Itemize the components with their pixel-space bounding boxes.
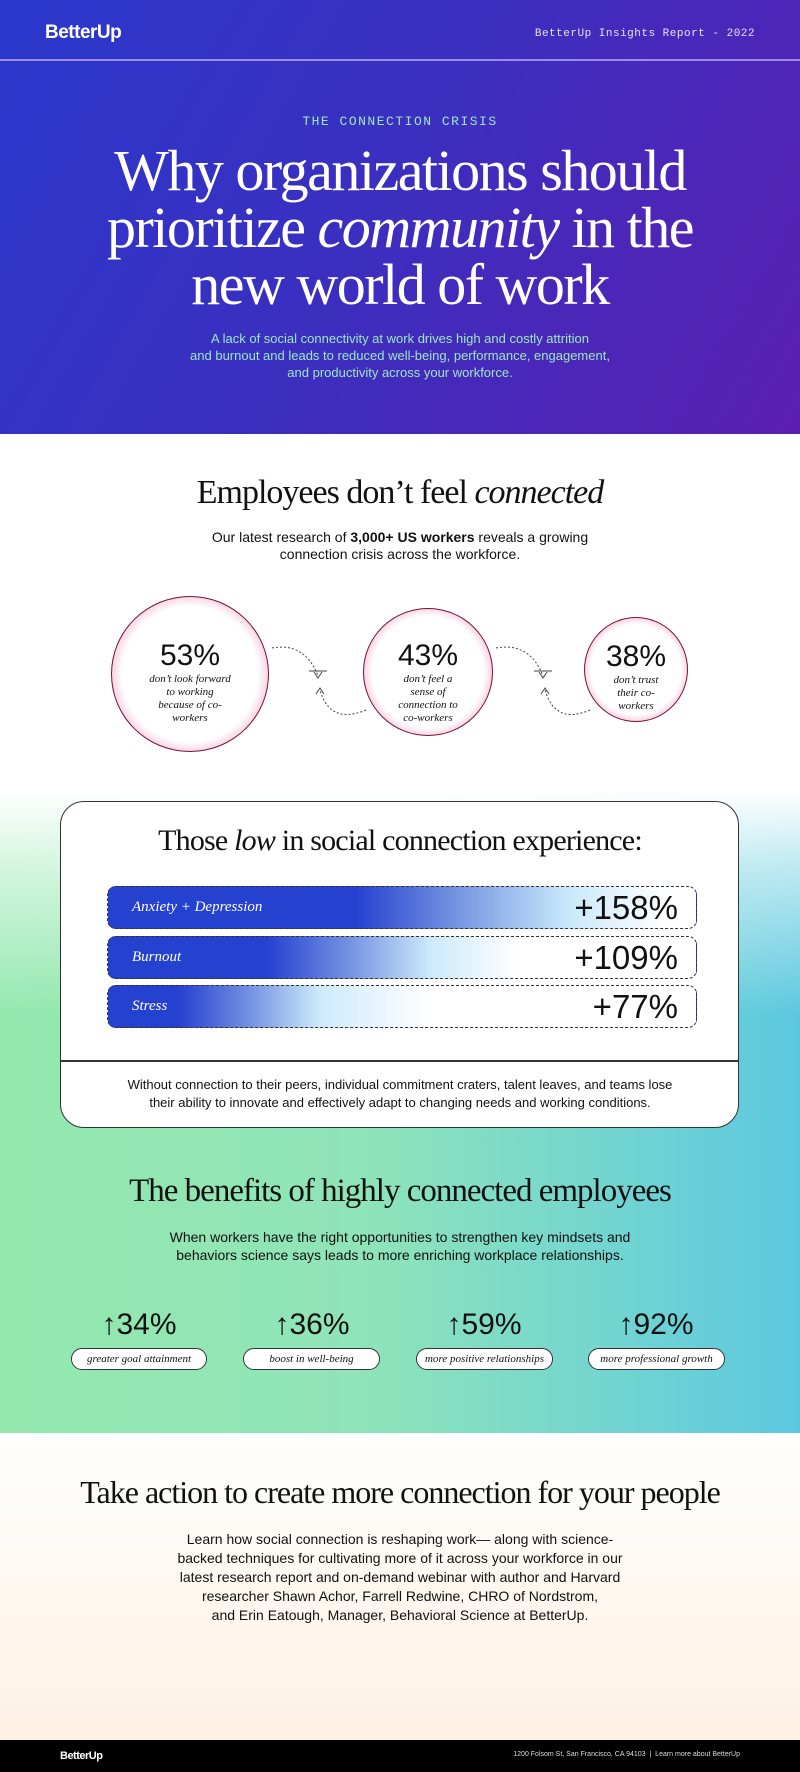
hero-subtitle: A lack of social connectivity at work dr… [0,330,800,381]
betterup-logo[interactable]: BetterUp [45,22,122,43]
arrow-curve [544,689,591,715]
title-line: prioritize [106,195,318,260]
intro-text: reveals a growing [474,529,589,545]
bar-value: +109% [574,939,678,976]
hero-eyebrow: THE CONNECTION CRISIS [302,114,498,129]
bar-anxiety-depression: Anxiety + Depression +158% [107,886,697,929]
hero-title: Why organizations should prioritize comm… [0,142,800,314]
benefits-title: The benefits of highly connected employe… [129,1173,672,1209]
benefit-value: ↑92% [618,1308,694,1341]
intro-text: Our latest research of [211,529,351,545]
benefit-value: ↑34% [101,1308,177,1341]
stat-label: don’t feel a sense of connection to co-w… [398,673,458,724]
text-line: backed techniques for cultivating more o… [177,1550,623,1566]
title-text: in social connection experience: [275,824,643,857]
subtitle-line: and productivity across your workforce. [287,365,513,380]
hero-section [0,0,800,434]
stat-value: 43% [397,639,459,672]
bar-burnout: Burnout +109% [107,936,697,979]
text-line: behaviors science says leads to more enr… [176,1247,624,1263]
stat-circle-43: 43% don’t feel a sense of connection to … [363,608,493,736]
connector-arrows [271,646,591,715]
bar-label: Stress [132,998,168,1014]
footer: BetterUp 1200 Folsom St, San Francisco, … [0,1740,800,1772]
stat-label: don’t look forward to working because of… [149,673,231,724]
note-line: Without connection to their peers, indiv… [127,1077,673,1092]
title-text: Those [158,824,235,857]
card-divider [61,1060,738,1062]
text-line: researcher Shawn Achor, Farrell Redwine,… [201,1588,599,1604]
stat-circle-53: 53% don’t look forward to working becaus… [111,596,269,752]
benefit-label: greater goal attainment [71,1348,207,1370]
low-title: Those low in social connection experienc… [0,824,800,858]
title-text: Employees don’t feel [196,474,475,511]
arrow-curve [319,689,367,715]
subtitle-line: and burnout and leads to reduced well-be… [190,348,610,363]
subtitle-line: A lack of social connectivity at work dr… [211,331,589,346]
stat-value: 53% [159,639,221,672]
low-note: Without connection to their peers, indiv… [0,1076,800,1112]
title-line: in the [558,195,695,260]
bar-value: +158% [574,889,678,926]
report-label: BetterUp Insights Report - 2022 [534,28,755,40]
connected-title: Employees don’t feel connected [0,474,800,512]
title-emphasis: connected [474,474,604,511]
stat-label: don’t trust their co-workers [613,674,659,712]
stat-value: 38% [605,640,667,673]
action-title: Take action to create more connection fo… [80,1474,721,1510]
text-line: latest research report and on-demand web… [179,1569,621,1585]
benefit-value: ↑36% [274,1308,350,1341]
intro-text: connection crisis across the workforce. [279,546,521,562]
bar-label: Anxiety + Depression [132,899,263,915]
bar-value: +77% [592,988,678,1025]
footer-links: 1200 Folsom St, San Francisco, CA 94103 … [513,1751,740,1758]
arrow-curve [271,646,319,677]
arrow-curve [495,646,544,677]
learn-more-link[interactable]: Learn more about BetterUp [655,1751,740,1758]
bar-label: Burnout [132,949,182,965]
text-line: Learn how social connection is reshaping… [186,1531,614,1547]
stat-circle-38: 38% don’t trust their co-workers [584,617,688,722]
footer-separator: | [649,1751,652,1758]
bar-stress: Stress +77% [107,985,697,1028]
title-emphasis: community [317,195,561,260]
action-section [0,1433,800,1740]
header-divider [0,59,800,61]
connected-intro: Our latest research of 3,000+ US workers… [0,529,800,563]
benefit-value: ↑59% [446,1308,522,1341]
footer-logo[interactable]: BetterUp [60,1750,103,1762]
footer-address: 1200 Folsom St, San Francisco, CA 94103 [513,1751,646,1758]
benefit-label: more positive relationships [416,1348,553,1370]
intro-bold: 3,000+ US workers [350,529,475,545]
benefit-label: boost in well-being [243,1348,380,1370]
text-line: When workers have the right opportunitie… [169,1229,631,1245]
benefits-text: When workers have the right opportunitie… [0,1228,800,1264]
title-line: new world of work [191,252,610,317]
title-emphasis: low [234,824,276,857]
text-line: and Erin Eatough, Manager, Behavioral Sc… [211,1607,589,1623]
title-line: Why organizations should [114,138,687,203]
benefit-label: more professional growth [588,1348,725,1370]
action-text: Learn how social connection is reshaping… [0,1530,800,1625]
note-line: their ability to innovate and effectivel… [149,1095,651,1110]
